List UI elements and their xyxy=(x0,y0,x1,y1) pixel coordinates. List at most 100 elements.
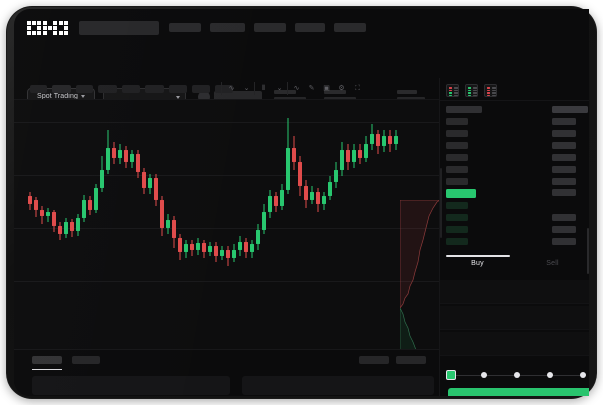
candle xyxy=(154,100,158,349)
candle xyxy=(202,100,206,349)
bottom-right-2[interactable] xyxy=(396,356,426,364)
orderbook-bid-row[interactable] xyxy=(446,226,468,233)
bottom-card-2[interactable] xyxy=(242,376,434,395)
candle xyxy=(268,100,272,349)
orderbook-scrollbar[interactable] xyxy=(587,228,589,274)
orderbook-last-price[interactable] xyxy=(446,189,476,198)
bottom-orders-panel xyxy=(14,349,439,396)
candle xyxy=(190,100,194,349)
slider-stop-25[interactable] xyxy=(481,372,487,378)
order-form-row-amount[interactable] xyxy=(440,306,589,330)
candle xyxy=(196,100,200,349)
candle xyxy=(172,100,176,349)
orderbook-amount xyxy=(552,189,576,196)
toolbar-btn-3[interactable] xyxy=(76,85,93,93)
toolbar-btn-4[interactable] xyxy=(98,85,117,93)
camera-icon[interactable]: ▣ xyxy=(323,85,330,92)
toolbar-btn-9[interactable] xyxy=(215,85,233,93)
candle xyxy=(58,100,62,349)
candle xyxy=(340,100,344,349)
buy-submit-button[interactable] xyxy=(448,388,589,396)
indicator-icon[interactable]: ∿ xyxy=(293,85,300,92)
orderbook-ask-row[interactable] xyxy=(446,154,468,161)
orderbook-bid-row[interactable] xyxy=(446,202,468,209)
toolbar-btn-6[interactable] xyxy=(145,85,164,93)
candle xyxy=(214,100,218,349)
order-form-row-price[interactable] xyxy=(440,280,589,304)
candle xyxy=(148,100,152,349)
candle xyxy=(160,100,164,349)
nav-item-5[interactable] xyxy=(334,23,366,32)
tab-sell[interactable]: Sell xyxy=(546,260,559,267)
orderbook-ask-row[interactable] xyxy=(446,106,482,113)
slider-stop-75[interactable] xyxy=(547,372,553,378)
candle xyxy=(100,100,104,349)
candle xyxy=(208,100,212,349)
toolbar-btn-1[interactable] xyxy=(30,85,47,93)
bottom-right-1[interactable] xyxy=(359,356,389,364)
okx-logo-icon[interactable] xyxy=(27,21,69,35)
orderbook-ask-row[interactable] xyxy=(446,118,468,125)
orderbook-bid-row[interactable] xyxy=(446,238,468,245)
amount-percent-slider-knob[interactable] xyxy=(446,370,456,380)
nav-item-1[interactable] xyxy=(169,23,201,32)
candle xyxy=(178,100,182,349)
orderbook-ask-row[interactable] xyxy=(446,178,468,185)
fullscreen-icon[interactable]: ⛶ xyxy=(355,85,360,92)
orderbook-view-both-icon[interactable] xyxy=(446,84,459,97)
orderbook-amount xyxy=(552,130,576,137)
timeframe-icon[interactable]: ∿ xyxy=(228,85,235,92)
orderbook-ask-row[interactable] xyxy=(446,166,468,173)
chevron-down-2-icon[interactable]: ⌄ xyxy=(276,85,283,92)
candle xyxy=(322,100,326,349)
search-input[interactable] xyxy=(79,21,159,35)
chevron-down-icon[interactable]: ⌄ xyxy=(243,85,250,92)
tab-buy[interactable]: Buy xyxy=(471,260,484,267)
candle xyxy=(286,100,290,349)
toolbar-btn-5[interactable] xyxy=(122,85,140,93)
nav-item-3[interactable] xyxy=(254,23,286,32)
orderbook-view-bids-icon[interactable] xyxy=(465,84,478,97)
chart-gridline xyxy=(14,228,439,229)
candle xyxy=(82,100,86,349)
slider-stop-50[interactable] xyxy=(514,372,520,378)
bottom-tab-1-underline xyxy=(32,369,62,370)
toolbar-btn-7[interactable] xyxy=(169,85,187,93)
candle xyxy=(346,100,350,349)
candle xyxy=(394,100,398,349)
slider-stop-100[interactable] xyxy=(580,372,586,378)
orderbook-view-asks-icon[interactable] xyxy=(484,84,497,97)
orderbook-amount xyxy=(552,238,576,245)
orderbook-amount xyxy=(552,154,576,161)
candle-type-icon[interactable]: ⦀ xyxy=(261,85,266,92)
orderbook-amount xyxy=(552,142,576,149)
bottom-tab-2[interactable] xyxy=(72,356,100,364)
orderbook-ask-row[interactable] xyxy=(446,130,468,137)
candle xyxy=(28,100,32,349)
spot-trading-label: Spot Trading xyxy=(37,93,78,100)
order-form-row-total[interactable] xyxy=(440,332,589,356)
tab-buy-underline xyxy=(446,255,510,257)
candle xyxy=(334,100,338,349)
candle xyxy=(130,100,134,349)
toolbar-btn-8[interactable] xyxy=(192,85,210,93)
orderbook-ask-row[interactable] xyxy=(446,142,468,149)
candle xyxy=(70,100,74,349)
order-book-panel: Buy Sell xyxy=(439,78,589,396)
candle xyxy=(370,100,374,349)
nav-item-4[interactable] xyxy=(295,23,325,32)
panel-resize-handle[interactable] xyxy=(440,168,442,238)
settings-gear-icon[interactable]: ⚙ xyxy=(338,85,345,92)
orderbook-bid-row[interactable] xyxy=(446,214,468,221)
candle xyxy=(238,100,242,349)
bottom-card-1[interactable] xyxy=(32,376,230,395)
candle xyxy=(166,100,170,349)
orderbook-amount xyxy=(552,178,576,185)
candle xyxy=(112,100,116,349)
bottom-tab-1[interactable] xyxy=(32,356,62,364)
toolbar-btn-2[interactable] xyxy=(52,85,71,93)
price-chart[interactable] xyxy=(14,100,440,395)
nav-item-2[interactable] xyxy=(210,23,245,32)
pencil-icon[interactable]: ✎ xyxy=(308,85,315,92)
